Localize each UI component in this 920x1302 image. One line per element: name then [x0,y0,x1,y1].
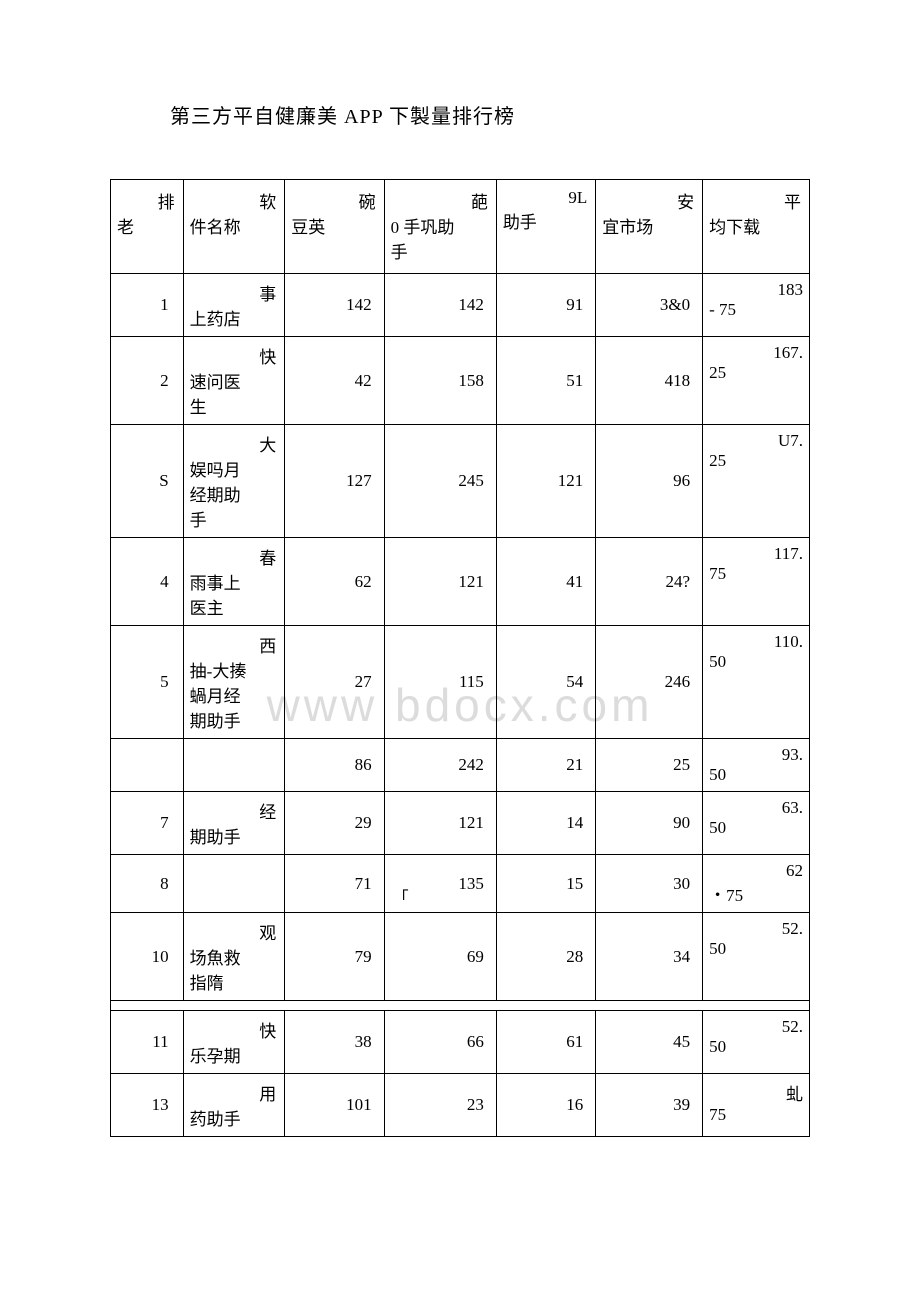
table-header-cell: 碗豆英 [285,180,384,274]
data-cell: 121 [384,538,496,626]
data-cell: 29 [285,792,384,855]
data-cell: 135「 [384,855,496,913]
avg-cell: 93.50 [703,739,810,792]
table-header-cell: 平均下载 [703,180,810,274]
rank-cell: 4 [111,538,184,626]
table-header-cell: 9L助手 [496,180,595,274]
data-cell: 23 [384,1074,496,1137]
name-cell: 用药助手 [183,1074,285,1137]
data-cell: 38 [285,1011,384,1074]
avg-cell: 183- 75 [703,274,810,337]
rank-cell: 8 [111,855,184,913]
data-cell: 242 [384,739,496,792]
data-cell: 90 [596,792,703,855]
table-row: 86242212593.50 [111,739,810,792]
data-cell: 246 [596,626,703,739]
rank-cell: 13 [111,1074,184,1137]
data-cell: 21 [496,739,595,792]
table-row: 7经期助手29121149063.50 [111,792,810,855]
avg-cell: 167.25 [703,337,810,425]
rank-cell: 7 [111,792,184,855]
name-cell: 西抽-大揍蝸月经期助手 [183,626,285,739]
name-cell: 事上药店 [183,274,285,337]
table-row: 10观场魚救指隋7969283452.50 [111,913,810,1001]
data-cell: 42 [285,337,384,425]
data-cell: 14 [496,792,595,855]
data-cell: 24? [596,538,703,626]
rank-cell: 2 [111,337,184,425]
data-cell: 54 [496,626,595,739]
data-cell: 15 [496,855,595,913]
data-cell: 3&0 [596,274,703,337]
rank-cell: 11 [111,1011,184,1074]
name-cell: 大娱吗月经期助手 [183,425,285,538]
table-row: 13用药助手101231639虬75 [111,1074,810,1137]
rank-cell: S [111,425,184,538]
rank-cell: 5 [111,626,184,739]
table-row: 2快速问医生4215851418167.25 [111,337,810,425]
table-row: 4春雨事上医主621214124?117.75 [111,538,810,626]
data-cell: 39 [596,1074,703,1137]
data-cell: 45 [596,1011,703,1074]
name-cell: 快速问医生 [183,337,285,425]
separator-cell [111,1001,810,1011]
data-cell: 27 [285,626,384,739]
data-cell: 71 [285,855,384,913]
avg-cell: 52.50 [703,913,810,1001]
data-cell: 28 [496,913,595,1001]
data-cell: 91 [496,274,595,337]
table-row: 5西抽-大揍蝸月经期助手2711554246110.50 [111,626,810,739]
table-row [111,1001,810,1011]
data-cell: 86 [285,739,384,792]
name-cell [183,855,285,913]
rank-cell [111,739,184,792]
name-cell: 快乐孕期 [183,1011,285,1074]
data-cell: 79 [285,913,384,1001]
avg-cell: 虬75 [703,1074,810,1137]
rank-cell: 1 [111,274,184,337]
ranking-table: 排老软件名称碗豆英葩0 手巩助手9L助手安宜市场平均下载1事上药店1421429… [110,179,810,1137]
data-cell: 142 [384,274,496,337]
data-cell: 96 [596,425,703,538]
data-cell: 51 [496,337,595,425]
avg-cell: 62・75 [703,855,810,913]
avg-cell: 117.75 [703,538,810,626]
data-cell: 30 [596,855,703,913]
data-cell: 115 [384,626,496,739]
avg-cell: 52.50 [703,1011,810,1074]
avg-cell: U7.25 [703,425,810,538]
table-row: 1事上药店142142913&0183- 75 [111,274,810,337]
avg-cell: 110.50 [703,626,810,739]
data-cell: 62 [285,538,384,626]
avg-cell: 63.50 [703,792,810,855]
table-row: 11快乐孕期3866614552.50 [111,1011,810,1074]
name-cell [183,739,285,792]
data-cell: 41 [496,538,595,626]
data-cell: 34 [596,913,703,1001]
data-cell: 66 [384,1011,496,1074]
data-cell: 61 [496,1011,595,1074]
table-header-cell: 葩0 手巩助手 [384,180,496,274]
page-title: 第三方平自健廉美 APP 下製量排行榜 [170,100,810,129]
data-cell: 158 [384,337,496,425]
data-cell: 101 [285,1074,384,1137]
name-cell: 经期助手 [183,792,285,855]
data-cell: 245 [384,425,496,538]
data-cell: 16 [496,1074,595,1137]
name-cell: 春雨事上医主 [183,538,285,626]
data-cell: 127 [285,425,384,538]
table-header-cell: 软件名称 [183,180,285,274]
data-cell: 121 [496,425,595,538]
table-header-cell: 排老 [111,180,184,274]
data-cell: 25 [596,739,703,792]
rank-cell: 10 [111,913,184,1001]
table-row: S大娱吗月经期助手12724512196U7.25 [111,425,810,538]
table-row: 8 71135「153062・75 [111,855,810,913]
data-cell: 121 [384,792,496,855]
data-cell: 69 [384,913,496,1001]
name-cell: 观场魚救指隋 [183,913,285,1001]
table-header-cell: 安宜市场 [596,180,703,274]
data-cell: 142 [285,274,384,337]
data-cell: 418 [596,337,703,425]
